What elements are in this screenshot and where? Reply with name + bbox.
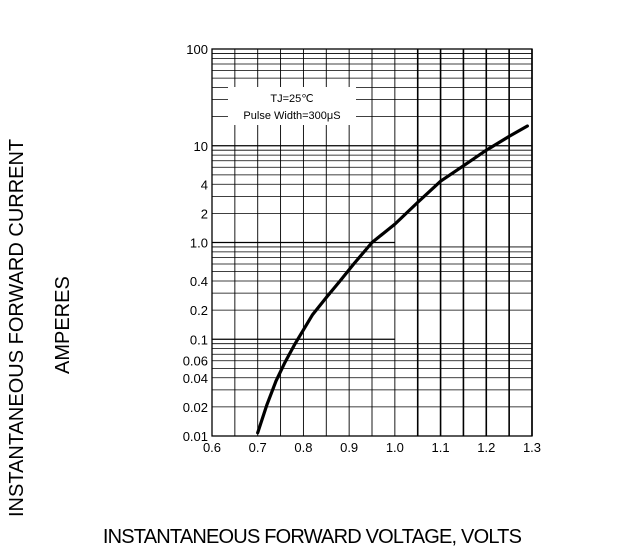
y-tick-label: 0.2 (190, 303, 208, 318)
y-tick-label: 0.1 (190, 332, 208, 347)
x-tick-label: 1.3 (523, 440, 541, 455)
y-tick-label: 0.06 (183, 354, 208, 369)
x-tick-label: 0.7 (249, 440, 267, 455)
x-tick-label: 0.8 (294, 440, 312, 455)
x-tick-labels: 0.6 0.7 0.8 0.9 1.0 1.1 1.2 1.3 (203, 440, 541, 455)
pulse-width-note: Pulse Width=300μS (243, 110, 340, 122)
y-tick-label: 1.0 (190, 236, 208, 251)
plot-frame (211, 48, 533, 437)
y-tick-label: 4 (201, 177, 208, 192)
forward-current-curve (256, 124, 529, 435)
conditions-note-box (228, 87, 356, 125)
x-axis-label: INSTANTANEOUS FORWARD VOLTAGE, VOLTS (102, 526, 522, 548)
temperature-note: TJ=25℃ (270, 93, 313, 105)
y-tick-label: 100 (186, 42, 208, 57)
y-tick-labels: 0.01 0.02 0.04 0.06 0.1 0.2 0.4 1.0 2 4 10 100 (183, 42, 208, 444)
y-tick-label: 2 (201, 206, 208, 221)
y-tick-label: 0.02 (183, 400, 208, 415)
y-tick-label: 10 (194, 139, 208, 154)
y-tick-label: 0.4 (190, 274, 208, 289)
grid (211, 49, 533, 436)
conditions-note: TJ=25℃ Pulse Width=300μS (228, 87, 356, 125)
x-tick-label: 1.2 (477, 440, 495, 455)
x-tick-label: 0.6 (203, 440, 221, 455)
x-tick-label: 0.9 (340, 440, 358, 455)
y-tick-label: 0.04 (183, 371, 208, 386)
y-tick-label: 0.01 (183, 429, 208, 444)
x-tick-label: 1.1 (432, 440, 450, 455)
x-tick-label: 1.0 (386, 440, 404, 455)
